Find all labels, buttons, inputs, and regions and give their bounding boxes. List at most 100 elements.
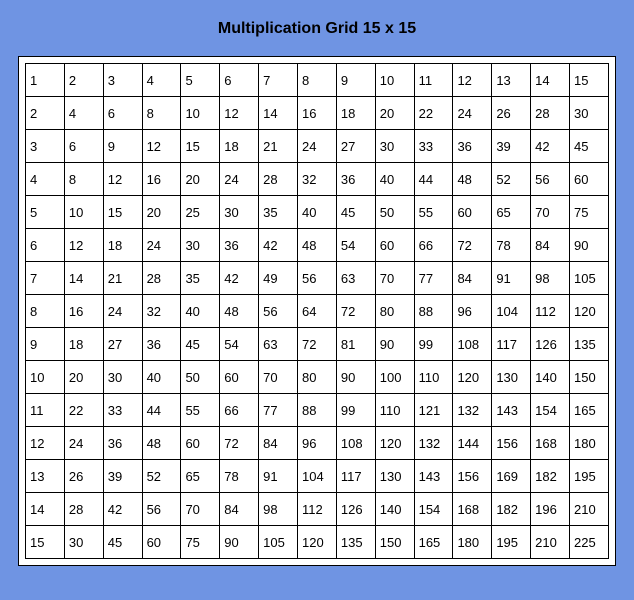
table-cell: 90 — [570, 229, 609, 262]
table-cell: 210 — [531, 526, 570, 559]
table-cell: 26 — [64, 460, 103, 493]
table-cell: 90 — [375, 328, 414, 361]
table-cell: 30 — [570, 97, 609, 130]
table-cell: 26 — [492, 97, 531, 130]
table-cell: 112 — [531, 295, 570, 328]
table-cell: 28 — [531, 97, 570, 130]
table-cell: 15 — [26, 526, 65, 559]
table-cell: 24 — [142, 229, 181, 262]
table-cell: 16 — [142, 163, 181, 196]
table-cell: 21 — [103, 262, 142, 295]
table-cell: 28 — [259, 163, 298, 196]
table-cell: 15 — [181, 130, 220, 163]
table-cell: 11 — [414, 64, 453, 97]
table-row: 4812162024283236404448525660 — [26, 163, 609, 196]
table-cell: 48 — [453, 163, 492, 196]
table-cell: 15 — [570, 64, 609, 97]
table-cell: 126 — [336, 493, 375, 526]
table-cell: 91 — [492, 262, 531, 295]
table-cell: 52 — [142, 460, 181, 493]
table-cell: 143 — [492, 394, 531, 427]
table-cell: 182 — [492, 493, 531, 526]
table-cell: 14 — [531, 64, 570, 97]
table-cell: 80 — [298, 361, 337, 394]
table-cell: 12 — [26, 427, 65, 460]
table-cell: 56 — [259, 295, 298, 328]
table-cell: 66 — [220, 394, 259, 427]
table-cell: 98 — [531, 262, 570, 295]
table-cell: 104 — [492, 295, 531, 328]
table-cell: 3 — [103, 64, 142, 97]
table-cell: 11 — [26, 394, 65, 427]
table-cell: 56 — [142, 493, 181, 526]
table-cell: 210 — [570, 493, 609, 526]
table-cell: 24 — [103, 295, 142, 328]
table-cell: 120 — [453, 361, 492, 394]
table-cell: 80 — [375, 295, 414, 328]
table-cell: 110 — [414, 361, 453, 394]
table-cell: 90 — [336, 361, 375, 394]
table-cell: 40 — [298, 196, 337, 229]
table-row: 51015202530354045505560657075 — [26, 196, 609, 229]
table-cell: 50 — [375, 196, 414, 229]
table-cell: 12 — [103, 163, 142, 196]
table-cell: 70 — [259, 361, 298, 394]
table-cell: 16 — [298, 97, 337, 130]
table-cell: 45 — [336, 196, 375, 229]
table-cell: 20 — [142, 196, 181, 229]
table-cell: 108 — [453, 328, 492, 361]
table-cell: 120 — [375, 427, 414, 460]
table-cell: 75 — [570, 196, 609, 229]
table-cell: 40 — [142, 361, 181, 394]
table-cell: 16 — [64, 295, 103, 328]
table-cell: 135 — [336, 526, 375, 559]
table-cell: 10 — [375, 64, 414, 97]
table-cell: 30 — [64, 526, 103, 559]
table-cell: 30 — [103, 361, 142, 394]
table-cell: 150 — [375, 526, 414, 559]
table-cell: 27 — [336, 130, 375, 163]
table-row: 81624324048566472808896104112120 — [26, 295, 609, 328]
table-cell: 180 — [570, 427, 609, 460]
table-cell: 66 — [414, 229, 453, 262]
table-cell: 77 — [259, 394, 298, 427]
table-cell: 12 — [142, 130, 181, 163]
table-cell: 195 — [570, 460, 609, 493]
page-title: Multiplication Grid 15 x 15 — [18, 20, 616, 38]
table-cell: 12 — [64, 229, 103, 262]
table-cell: 110 — [375, 394, 414, 427]
table-cell: 98 — [259, 493, 298, 526]
table-cell: 169 — [492, 460, 531, 493]
table-cell: 168 — [531, 427, 570, 460]
table-cell: 10 — [64, 196, 103, 229]
table-cell: 42 — [103, 493, 142, 526]
table-cell: 9 — [336, 64, 375, 97]
table-cell: 8 — [64, 163, 103, 196]
table-cell: 14 — [26, 493, 65, 526]
table-cell: 24 — [64, 427, 103, 460]
table-cell: 72 — [298, 328, 337, 361]
table-cell: 99 — [414, 328, 453, 361]
table-cell: 7 — [26, 262, 65, 295]
table-cell: 36 — [336, 163, 375, 196]
table-cell: 84 — [453, 262, 492, 295]
multiplication-table: 1234567891011121314152468101214161820222… — [25, 63, 609, 559]
table-cell: 5 — [181, 64, 220, 97]
table-cell: 60 — [453, 196, 492, 229]
table-cell: 104 — [298, 460, 337, 493]
table-cell: 52 — [492, 163, 531, 196]
table-cell: 144 — [453, 427, 492, 460]
table-cell: 39 — [103, 460, 142, 493]
table-cell: 20 — [375, 97, 414, 130]
table-cell: 105 — [259, 526, 298, 559]
table-cell: 65 — [181, 460, 220, 493]
table-cell: 45 — [181, 328, 220, 361]
table-cell: 96 — [298, 427, 337, 460]
table-cell: 56 — [298, 262, 337, 295]
table-cell: 9 — [103, 130, 142, 163]
table-cell: 8 — [26, 295, 65, 328]
table-cell: 12 — [453, 64, 492, 97]
table-row: 102030405060708090100110120130140150 — [26, 361, 609, 394]
table-cell: 6 — [26, 229, 65, 262]
table-cell: 42 — [220, 262, 259, 295]
